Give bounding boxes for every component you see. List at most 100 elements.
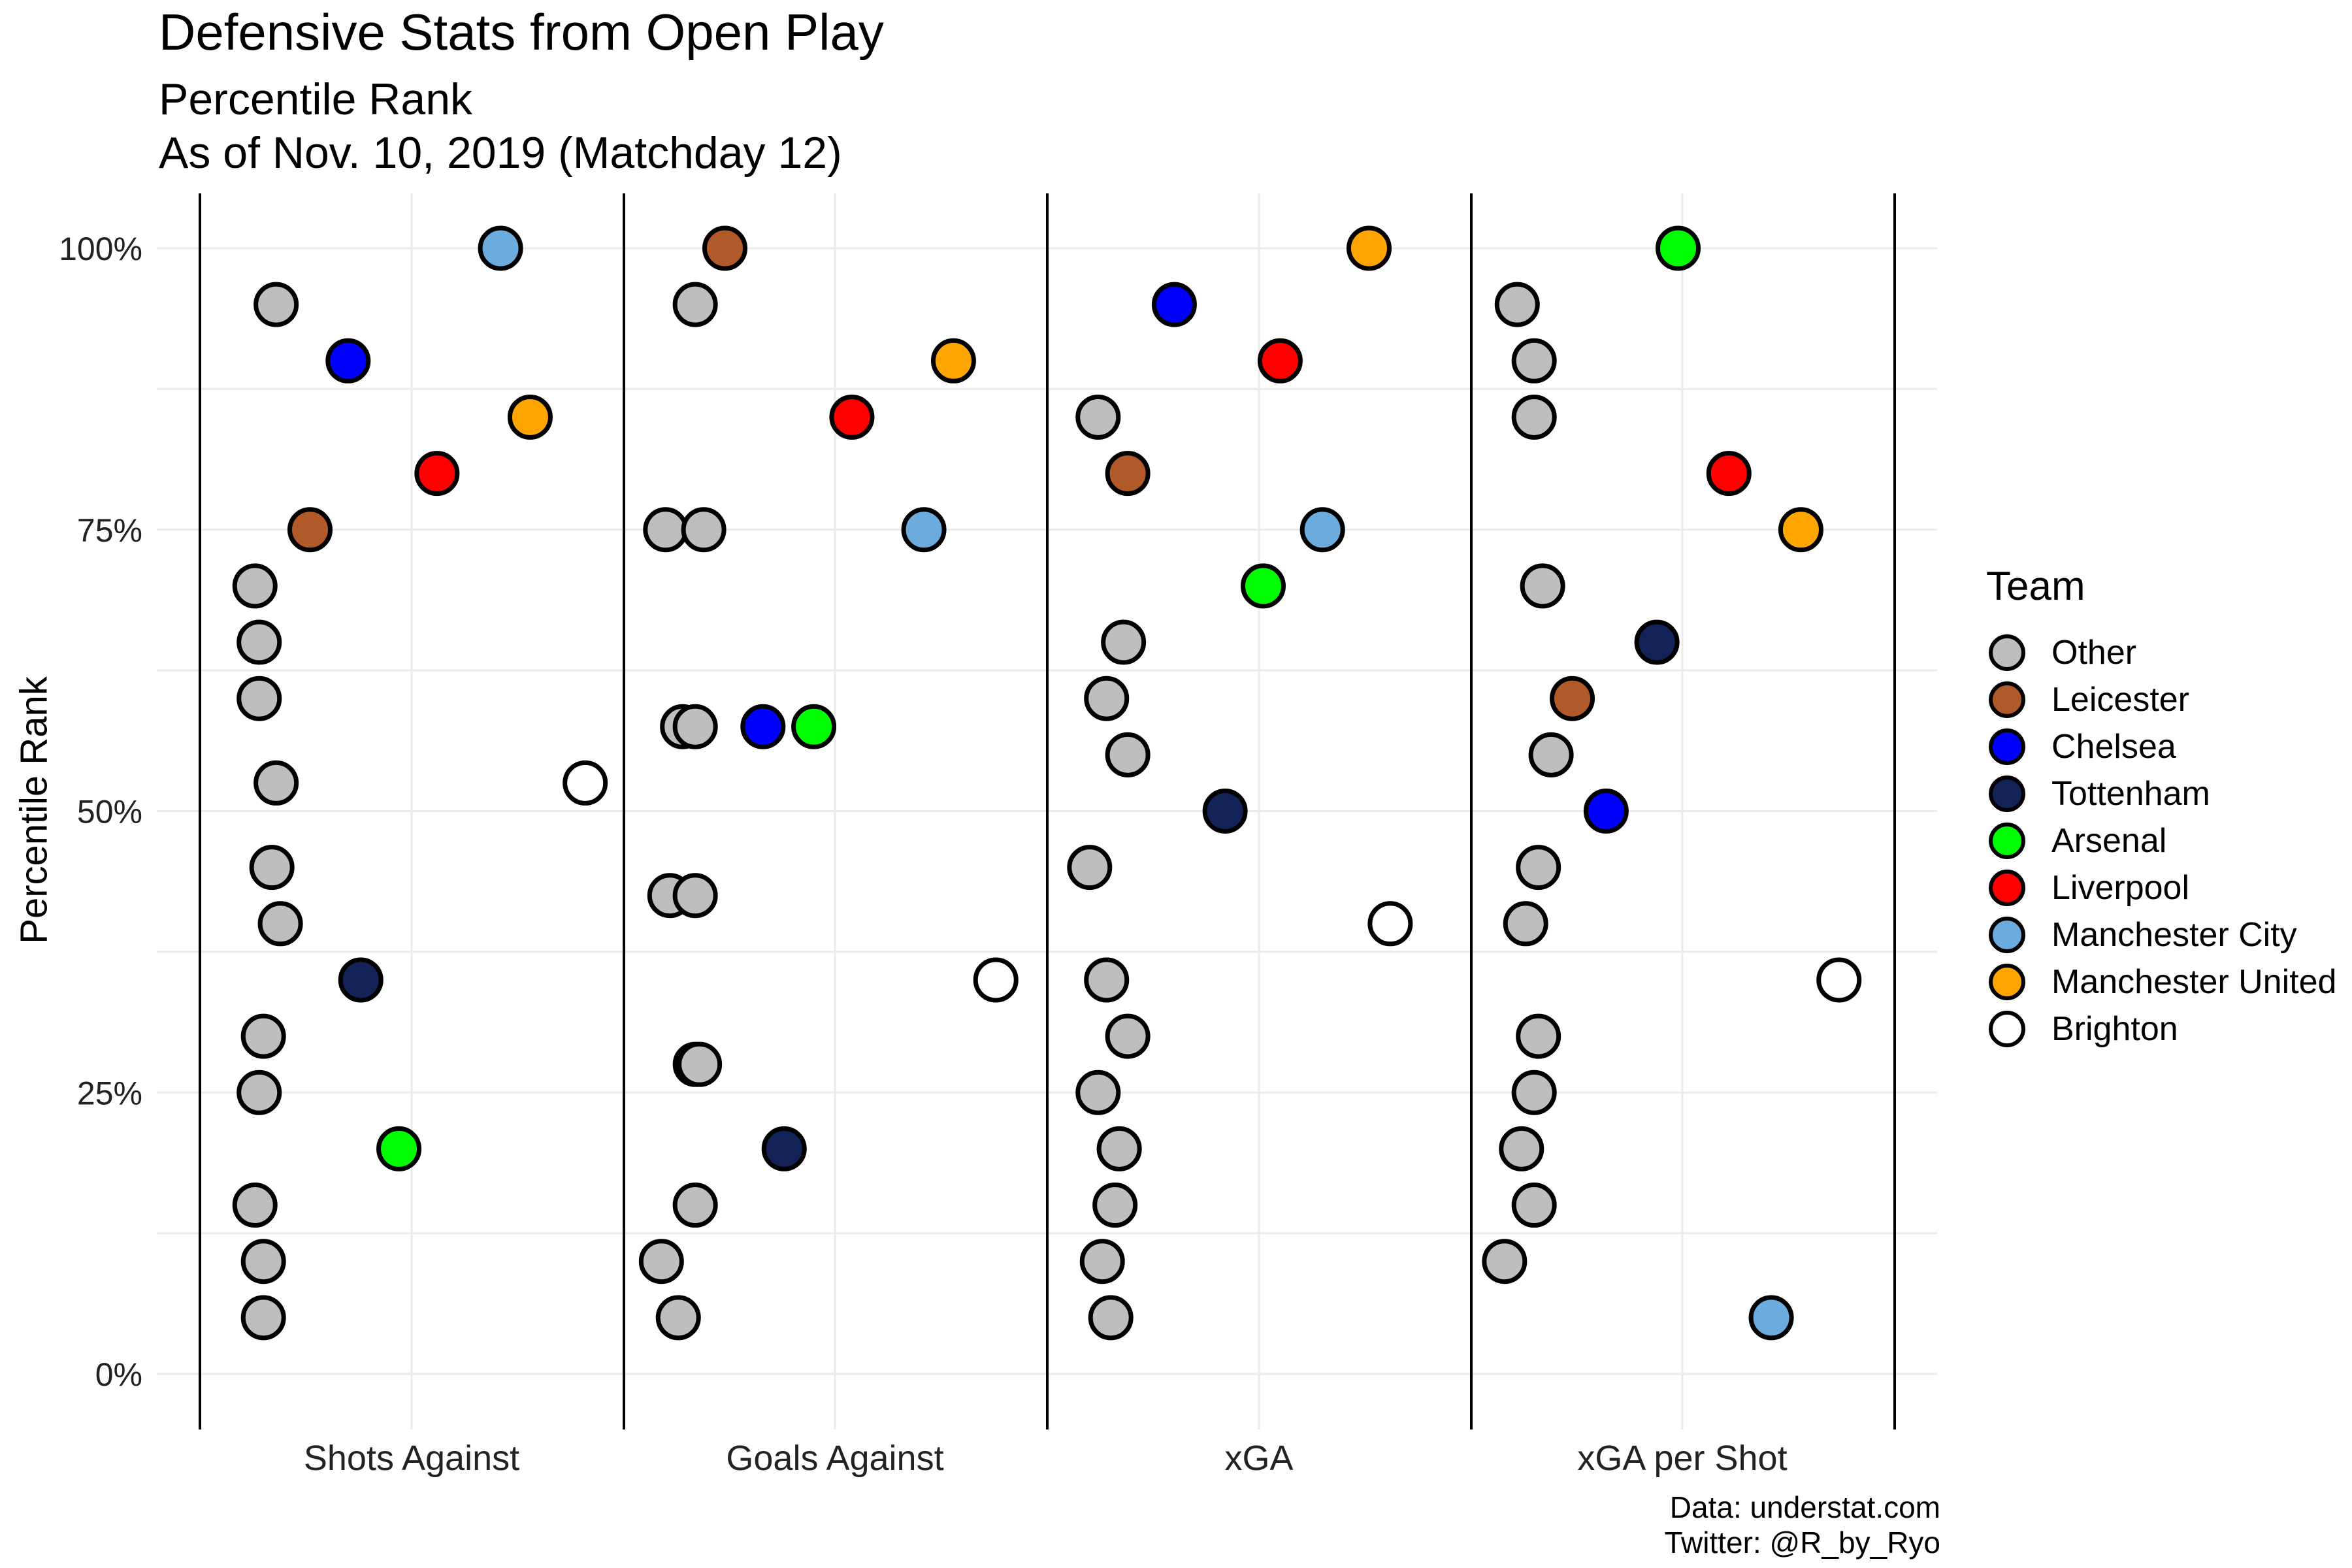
- data-point-other: [681, 507, 727, 553]
- data-point-liverpool: [829, 394, 875, 440]
- legend-item: Manchester United: [1986, 958, 2336, 1005]
- legend-item: Liverpool: [1986, 864, 2336, 911]
- data-point-other: [677, 1041, 723, 1087]
- data-point-other: [1084, 957, 1130, 1003]
- data-point-other: [643, 507, 689, 553]
- data-point-other: [1520, 563, 1565, 609]
- data-point-manchester-united: [1778, 507, 1823, 553]
- data-point-other: [1528, 732, 1574, 777]
- data-point-other: [1494, 282, 1540, 327]
- data-point-manchester-city: [901, 507, 947, 553]
- legend-item: Chelsea: [1986, 723, 2336, 770]
- data-point-other: [1079, 1239, 1125, 1284]
- data-point-arsenal: [376, 1126, 422, 1171]
- data-point-other: [232, 1183, 278, 1228]
- y-tick-label: 25%: [77, 1075, 142, 1111]
- data-point-other: [1096, 1126, 1142, 1171]
- data-point-other: [1499, 1126, 1544, 1171]
- chart-subtitle-date: As of Nov. 10, 2019 (Matchday 12): [159, 128, 842, 178]
- data-point-chelsea: [325, 338, 371, 384]
- data-point-liverpool: [414, 451, 460, 497]
- data-point-other: [1482, 1239, 1527, 1284]
- data-point-other: [257, 901, 303, 947]
- data-point-other: [1503, 901, 1548, 947]
- legend-label: Liverpool: [2051, 869, 2190, 907]
- data-point-tottenham: [1634, 619, 1680, 665]
- legend-label: Chelsea: [2051, 728, 2176, 766]
- data-point-other: [1092, 1183, 1138, 1228]
- data-point-other: [1075, 394, 1121, 440]
- data-point-other: [1511, 394, 1557, 440]
- x-category-label: Goals Against: [726, 1439, 943, 1478]
- data-point-other: [672, 1183, 718, 1228]
- data-point-tottenham: [761, 1126, 807, 1171]
- data-point-manchester-city: [1299, 507, 1345, 553]
- legend-key-icon: [1989, 776, 2025, 812]
- legend: Team Other Leicester Chelsea Tottenham Arsen…: [1986, 563, 2336, 1053]
- data-point-arsenal: [1656, 225, 1701, 271]
- legend-item: Manchester City: [1986, 911, 2336, 958]
- legend-items: Other Leicester Chelsea Tottenham Arsenal Liv…: [1986, 629, 2336, 1053]
- data-point-other: [249, 845, 295, 890]
- legend-key-icon: [1989, 917, 2025, 953]
- data-point-brighton: [1816, 957, 1862, 1003]
- x-category-labels: Shots Against Goals Against xGA xGA per Sho…: [304, 1439, 1788, 1478]
- data-point-other: [1516, 845, 1561, 890]
- legend-key-icon: [1989, 1011, 2025, 1047]
- data-point-other: [253, 760, 299, 806]
- data-point-manchester-united: [507, 394, 553, 440]
- data-point-manchester-city: [478, 225, 523, 271]
- data-point-chelsea: [740, 704, 786, 749]
- y-tick-label: 100%: [59, 231, 142, 267]
- y-tick-label: 0%: [95, 1356, 142, 1393]
- data-points: [232, 225, 1862, 1341]
- legend-title: Team: [1986, 564, 2085, 609]
- data-point-arsenal: [1240, 563, 1286, 609]
- data-point-leicester: [1105, 451, 1151, 497]
- data-point-other: [237, 676, 282, 721]
- caption-twitter: Twitter: @R_by_Ryo: [1664, 1526, 1941, 1560]
- data-point-other: [655, 1295, 701, 1341]
- data-point-chelsea: [1583, 789, 1629, 834]
- data-point-other: [237, 1070, 282, 1115]
- data-point-other: [1067, 845, 1113, 890]
- legend-key-icon: [1989, 634, 2025, 671]
- legend-label: Manchester City: [2051, 916, 2297, 954]
- data-point-tottenham: [1202, 789, 1248, 834]
- legend-key-icon: [1989, 870, 2025, 906]
- legend-key-icon: [1989, 681, 2025, 718]
- data-point-other: [672, 704, 718, 749]
- legend-item: Arsenal: [1986, 817, 2336, 864]
- y-tick-label: 50%: [77, 794, 142, 830]
- category-dividers: [199, 193, 1896, 1429]
- data-point-arsenal: [791, 704, 837, 749]
- data-point-brighton: [1367, 901, 1413, 947]
- data-point-other: [1084, 676, 1130, 721]
- data-point-liverpool: [1706, 451, 1752, 497]
- data-point-other: [1101, 619, 1147, 665]
- data-point-brighton: [563, 760, 608, 806]
- data-point-other: [240, 1295, 286, 1341]
- data-point-other: [638, 1239, 684, 1284]
- data-point-manchester-united: [1346, 225, 1392, 271]
- legend-label: Arsenal: [2051, 822, 2167, 860]
- data-point-other: [240, 1239, 286, 1284]
- legend-label: Tottenham: [2051, 775, 2210, 813]
- data-point-leicester: [287, 507, 333, 553]
- data-point-tottenham: [338, 957, 384, 1003]
- legend-item: Leicester: [1986, 676, 2336, 723]
- data-point-leicester: [702, 225, 748, 271]
- data-point-other: [1088, 1295, 1134, 1341]
- data-point-other: [232, 563, 278, 609]
- data-point-other: [1075, 1070, 1121, 1115]
- legend-item: Other: [1986, 629, 2336, 676]
- y-tick-label: 75%: [77, 512, 142, 549]
- caption-source: Data: understat.com: [1669, 1490, 1940, 1524]
- legend-key-icon: [1989, 823, 2025, 859]
- legend-key-icon: [1989, 728, 2025, 765]
- data-point-other: [240, 1013, 286, 1059]
- x-category-label: xGA: [1224, 1439, 1293, 1478]
- legend-item: Tottenham: [1986, 770, 2336, 817]
- data-point-other: [672, 282, 718, 327]
